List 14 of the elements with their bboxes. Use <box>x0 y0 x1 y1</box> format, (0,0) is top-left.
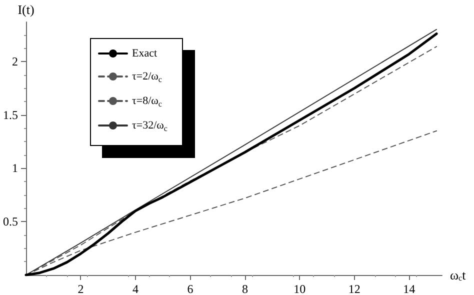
y-tick-label: 1 <box>12 161 18 176</box>
x-tick-label: 10 <box>294 282 306 295</box>
legend-label: Exact <box>132 48 158 60</box>
y-tick-label: 1.5 <box>3 108 18 122</box>
x-axis-title: ωct <box>450 268 466 282</box>
x-tick-label: 2 <box>78 282 84 295</box>
x-tick-label: 8 <box>242 282 248 295</box>
x-tick-label: 4 <box>132 282 138 295</box>
y-axis-title: I(t) <box>18 2 34 17</box>
x-tick-label: 12 <box>348 282 360 295</box>
y-tick-label: 0.5 <box>3 214 18 229</box>
x-tick-label: 6 <box>187 282 194 295</box>
x-tick-label: 14 <box>403 282 416 295</box>
y-tick-label: 2 <box>12 54 18 68</box>
